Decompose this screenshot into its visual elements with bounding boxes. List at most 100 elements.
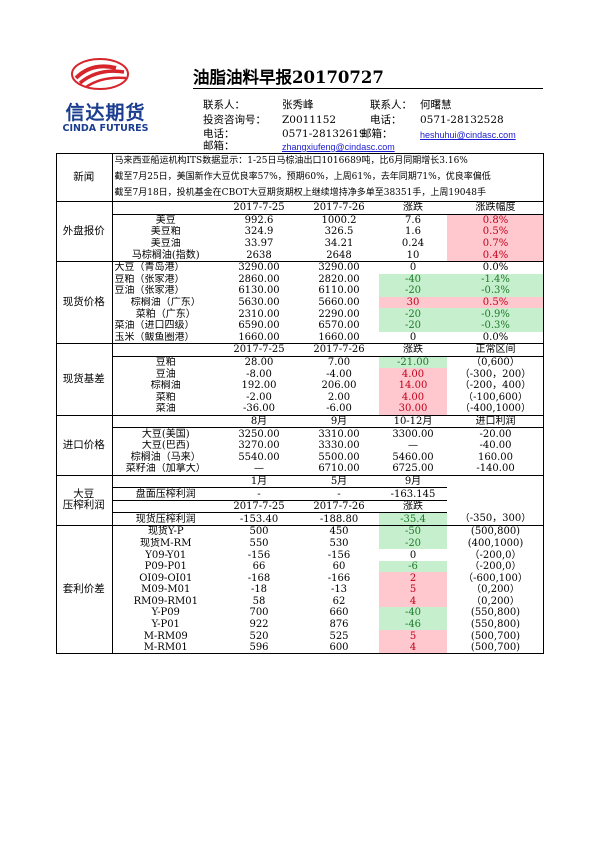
price-cell: 3290.00 xyxy=(299,260,379,274)
value-cell: -2.00 xyxy=(246,391,272,403)
price-cell: 6590.00 xyxy=(238,320,280,332)
value-cell: -168 xyxy=(247,572,271,584)
logo-chinese-name: 信达期货 xyxy=(65,102,146,124)
range-cell: (500,800) xyxy=(447,525,544,538)
change-cell: -40 xyxy=(379,273,447,286)
profit-cell: -140.00 xyxy=(476,463,515,475)
table-row: Y-P01 922 876 -46 (550,800) xyxy=(56,618,544,631)
change-cell: -20 xyxy=(379,319,447,332)
item-name: 豆油 xyxy=(155,368,176,380)
range-cell: （-100,600） xyxy=(463,391,528,403)
value-cell: -8.00 xyxy=(246,368,272,380)
value-cell: - xyxy=(299,487,379,501)
section-label-line: 大豆 xyxy=(73,488,95,501)
table-row: 菜籽油（加拿大） — 6710.00 6725.00 -140.00 xyxy=(56,463,544,475)
value-cell: 66 xyxy=(252,561,266,573)
price-cell: 2820.00 xyxy=(318,273,360,285)
range-cell: （-200，400） xyxy=(459,380,532,392)
item-name: 菜油（进口四级） xyxy=(114,320,195,332)
table-row: 现货压榨利润 -153.40 -188.80 -35.4 （-350，300） xyxy=(56,512,544,526)
header-cell: 涨跌幅度 xyxy=(447,201,544,215)
value-cell: 530 xyxy=(329,537,349,549)
header-cell: 正常区间 xyxy=(447,343,544,357)
price-cell: 1000.2 xyxy=(321,214,357,226)
price-cell: 3310.00 xyxy=(318,428,360,440)
advisory-label: 投资咨询号： xyxy=(203,114,266,126)
table-row: 套利价差 现货Y-P 500 450 -50 (500,800) xyxy=(56,525,544,654)
range-cell: （0,200） xyxy=(471,584,520,596)
logo-swoosh-icon xyxy=(71,58,129,90)
value-cell: 520 xyxy=(249,630,269,642)
item-name: 豆粕（张家港） xyxy=(114,273,185,285)
table-header-row: 大豆 压榨利润 1月 5月 9月 xyxy=(56,474,544,526)
range-cell: （-400,1000） xyxy=(459,403,532,415)
price-cell: 326.5 xyxy=(324,226,354,238)
range-cell: (400,1000) xyxy=(467,537,524,549)
change-cell: 30.00 xyxy=(379,403,447,416)
header-cell: 2017-7-25 xyxy=(219,343,299,357)
value-cell: 206.00 xyxy=(321,380,357,392)
change-cell: -50 xyxy=(379,525,447,538)
spread-name: P09-P01 xyxy=(144,561,187,573)
header-cell: 2017-7-25 xyxy=(219,500,299,514)
section-label-foreign: 外盘报价 xyxy=(56,201,113,262)
value-cell: -13 xyxy=(330,584,348,596)
section-label-line: 压榨利润 xyxy=(62,499,105,512)
change-cell: 0 xyxy=(409,549,417,561)
change-cell: 14.00 xyxy=(379,379,447,392)
price-cell: 5660.00 xyxy=(318,297,360,309)
change-cell: -20 xyxy=(379,285,447,297)
item-name: 豆油（张家港） xyxy=(114,285,185,297)
price-cell: 2638 xyxy=(246,249,272,261)
table-row: 豆粕 28.00 7.00 -21.00 （0,600） xyxy=(56,356,544,369)
table-row: 美豆油 33.97 34.21 0.24 0.7% xyxy=(56,237,544,250)
section-label-news: 新闻 xyxy=(56,153,113,202)
value-cell: -153.40 xyxy=(239,513,279,525)
change-cell: 4.00 xyxy=(379,368,447,380)
table-row: M-RM01 596 600 4 (500,700) xyxy=(56,641,544,654)
value-cell: 500 xyxy=(219,525,299,538)
value-cell: -36.00 xyxy=(242,403,275,415)
header-cell xyxy=(112,343,219,357)
email-link[interactable]: heshuhui@cindasc.com xyxy=(420,130,516,140)
value-cell: 600 xyxy=(329,642,349,654)
news-row: 新闻 马来西亚船运机构ITS数据显示：1-25日马棕油出口1016689吨，比6… xyxy=(56,153,544,202)
change-cell: 2 xyxy=(379,572,447,584)
value-cell: 596 xyxy=(249,642,269,654)
section-label-spot: 现货价格 xyxy=(56,260,113,344)
change-cell: 0 xyxy=(379,260,447,274)
table-row: 豆油 -8.00 -4.00 4.00 （-300，200） xyxy=(56,368,544,380)
news-row: 截至7月18日，投机基金在CBOT大豆期货期权上继续增持净多单至38351手，上… xyxy=(56,185,544,202)
profit-cell: -20.00 xyxy=(479,428,512,440)
price-cell: 3290.00 xyxy=(219,260,299,274)
profit-cell: 160.00 xyxy=(478,451,513,463)
change-cell: 4.00 xyxy=(379,391,447,404)
price-cell: 2860.00 xyxy=(238,273,280,285)
company-logo: 信达期货 CINDA FUTURES xyxy=(58,58,158,148)
table-header-row: 现货基差 2017-7-25 2017-7-26 涨跌 正常区间 xyxy=(56,343,544,416)
item-name: 菜油 xyxy=(155,403,176,415)
advisory-number: Z0011152 xyxy=(282,114,337,126)
item-name: 菜粕（广东） xyxy=(135,308,196,320)
table-row: 大豆(美国) 3250.00 3310.00 3300.00 -20.00 xyxy=(56,428,544,440)
range-cell: (550,800) xyxy=(470,607,521,619)
value-cell: -6.00 xyxy=(326,403,352,415)
value-cell: -4.00 xyxy=(326,368,352,380)
news-line: 截至7月18日，投机基金在CBOT大豆期货期权上继续增持净多单至38351手，上… xyxy=(114,187,487,198)
value-cell: 450 xyxy=(299,525,379,538)
value-cell: -156 xyxy=(247,549,271,561)
change-cell: 7.6 xyxy=(405,214,421,226)
price-cell: 3330.00 xyxy=(318,440,360,452)
empty-cell xyxy=(447,474,544,488)
item-name: 豆粕 xyxy=(155,357,176,369)
logo-english-name: CINDA FUTURES xyxy=(62,123,149,134)
email-link[interactable]: zhangxiufeng@cindasc.com xyxy=(282,142,395,152)
table-row: 美豆 992.6 1000.2 7.6 0.8% xyxy=(56,214,544,227)
spread-name: M-RM09 xyxy=(143,630,188,642)
section-label-arbitrage: 套利价差 xyxy=(56,525,113,654)
table-row: 棕榈油（马来） 5540.00 5500.00 5460.00 160.00 xyxy=(56,451,544,463)
change-cell: -20 xyxy=(379,308,447,320)
table-row: M-RM09 520 525 5 (500,700) xyxy=(56,630,544,642)
title-underline xyxy=(193,88,543,89)
